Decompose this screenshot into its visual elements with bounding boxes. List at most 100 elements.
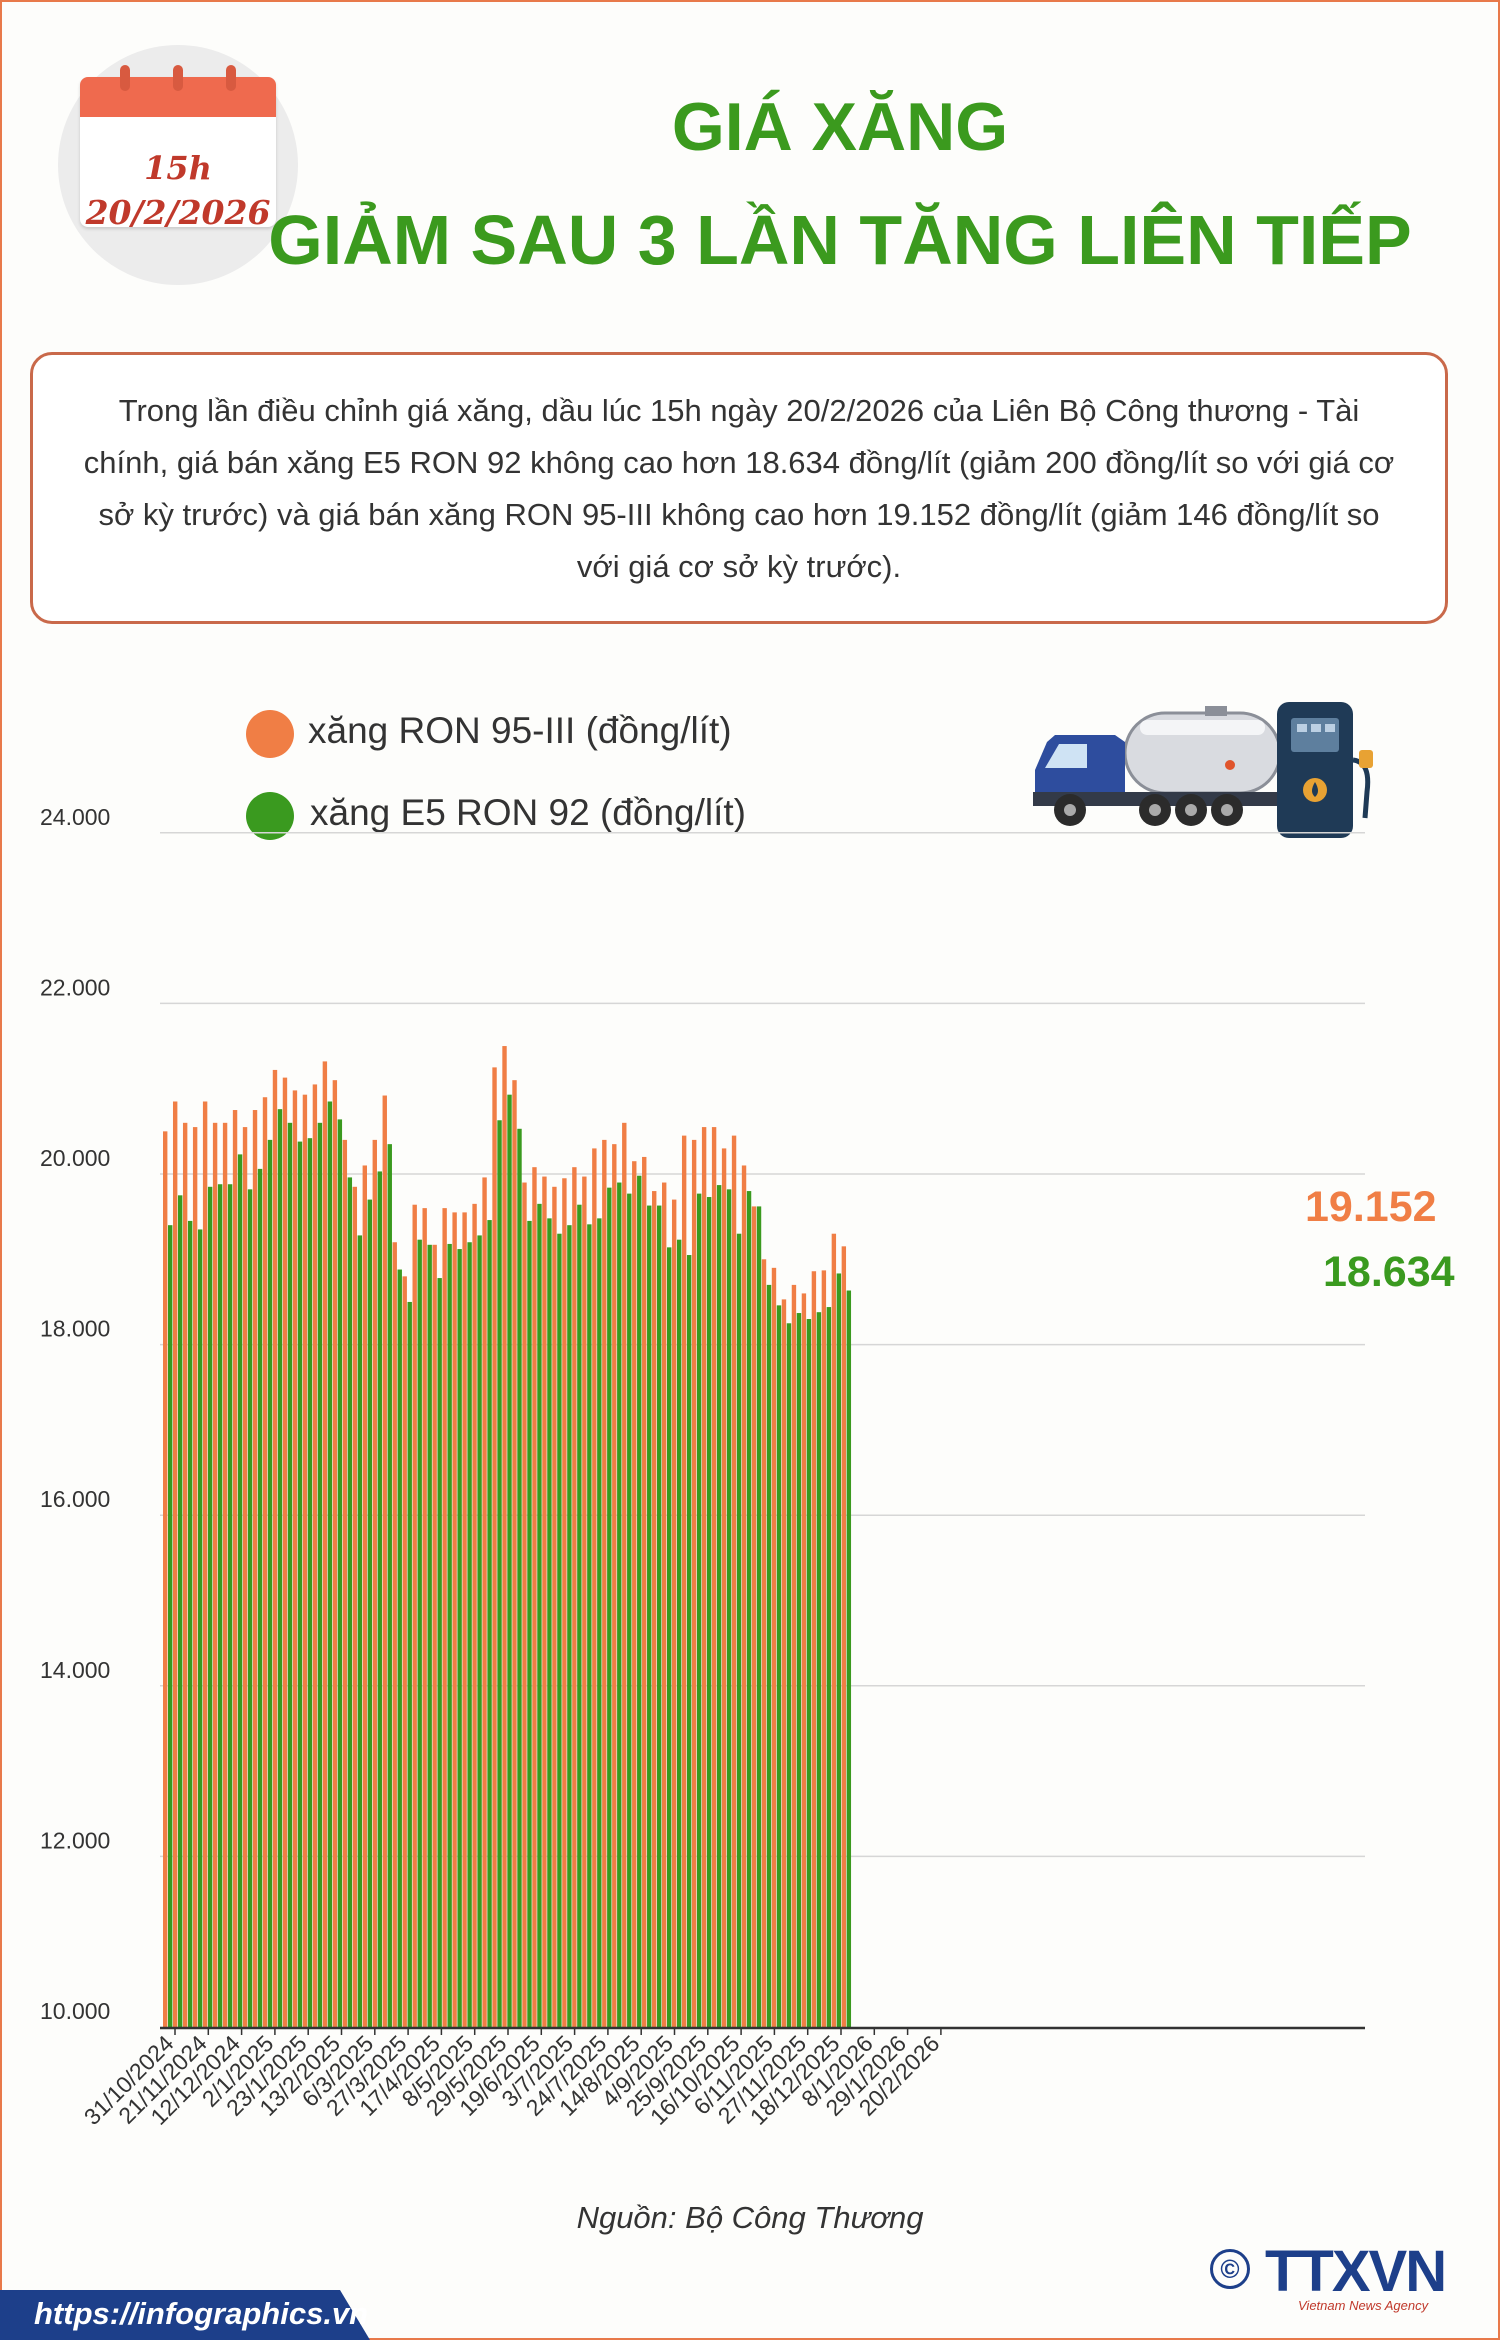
bar-ron95 <box>761 1259 767 2027</box>
bar-ron95 <box>222 1122 228 2027</box>
bar-e5 <box>696 1193 702 2027</box>
bar-e5 <box>177 1195 183 2027</box>
bar-e5 <box>247 1189 253 2027</box>
source-note: Nguồn: Bộ Công Thương <box>576 2200 924 2235</box>
bar-e5 <box>637 1175 642 2027</box>
y-tick-label: 14.000 <box>40 1657 110 1683</box>
bar-ron95 <box>282 1077 288 2027</box>
bar-e5 <box>297 1141 303 2027</box>
bar-ron95 <box>791 1284 797 2027</box>
bar-e5 <box>317 1122 323 2027</box>
bar-ron95 <box>262 1097 268 2027</box>
bar-ron95 <box>572 1167 577 2027</box>
bar-e5 <box>686 1255 692 2027</box>
bar-ron95 <box>741 1165 747 2027</box>
bar-e5 <box>477 1235 482 2027</box>
y-tick-label: 20.000 <box>40 1145 110 1171</box>
bar-ron95 <box>452 1212 457 2027</box>
bar-e5 <box>527 1220 532 2027</box>
bar-e5 <box>786 1323 792 2027</box>
bar-e5 <box>407 1301 412 2027</box>
legend-dot-e5 <box>246 792 294 840</box>
bar-ron95 <box>652 1191 657 2027</box>
bar-e5 <box>547 1218 552 2027</box>
bar-ron95 <box>771 1267 777 2027</box>
bar-ron95 <box>432 1244 437 2027</box>
bar-e5 <box>507 1094 512 2027</box>
bar-e5 <box>826 1307 832 2027</box>
bar-e5 <box>517 1128 522 2027</box>
bar-ron95 <box>492 1067 497 2027</box>
intro-text: Trong lần điều chỉnh giá xăng, dầu lúc 1… <box>83 393 1395 584</box>
bar-e5 <box>617 1182 622 2027</box>
bar-ron95 <box>831 1233 837 2027</box>
bar-ron95 <box>562 1178 567 2027</box>
bar-ron95 <box>602 1139 607 2027</box>
bar-ron95 <box>462 1212 467 2027</box>
bar-ron95 <box>552 1186 557 2027</box>
legend-dot-ron95 <box>246 710 294 758</box>
bar-e5 <box>836 1273 842 2027</box>
footer-url-link[interactable]: https://infographics.vn <box>34 2296 369 2331</box>
legend-label-ron95: xăng RON 95-III (đồng/lít) <box>308 710 732 751</box>
bar-e5 <box>227 1184 233 2027</box>
y-tick-label: 10.000 <box>40 1998 110 2024</box>
bar-ron95 <box>242 1127 248 2027</box>
bar-e5 <box>736 1233 742 2027</box>
bar-ron95 <box>522 1182 527 2027</box>
y-tick-label: 22.000 <box>40 974 110 1000</box>
bar-ron95 <box>422 1208 427 2027</box>
tanker-truck-icon <box>1033 706 1288 826</box>
bar-ron95 <box>212 1122 218 2027</box>
bar-ron95 <box>482 1177 487 2027</box>
bar-ron95 <box>442 1208 447 2027</box>
ttxvn-logo: TTXVN <box>1265 2239 1447 2304</box>
bar-ron95 <box>232 1110 238 2027</box>
bar-e5 <box>776 1305 782 2027</box>
bar-ron95 <box>662 1182 667 2027</box>
bar-e5 <box>307 1138 313 2027</box>
bar-e5 <box>277 1109 283 2027</box>
bar-e5 <box>647 1205 652 2027</box>
bar-e5 <box>457 1249 462 2027</box>
bar-ron95 <box>612 1144 617 2027</box>
bar-e5 <box>267 1139 273 2027</box>
bar-e5 <box>187 1220 193 2027</box>
calendar-ring <box>120 65 130 91</box>
bar-e5 <box>766 1284 772 2027</box>
bar-ron95 <box>622 1122 627 2027</box>
bar-e5 <box>397 1269 402 2027</box>
bar-e5 <box>557 1233 562 2027</box>
bar-e5 <box>337 1119 343 2027</box>
bar-e5 <box>447 1243 452 2027</box>
y-tick-label: 12.000 <box>40 1827 110 1853</box>
title-line-2: GIẢM SAU 3 LẦN TĂNG LIÊN TIẾP <box>268 201 1412 279</box>
bar-ron95 <box>691 1139 697 2027</box>
bar-ron95 <box>292 1090 298 2027</box>
bar-ron95 <box>272 1069 278 2027</box>
bar-e5 <box>816 1312 822 2027</box>
chart-bars <box>163 1046 852 2027</box>
bar-ron95 <box>671 1199 677 2027</box>
bar-e5 <box>667 1247 672 2027</box>
tanker-truck-and-pump-icon <box>1033 702 1373 838</box>
bar-ron95 <box>801 1293 807 2027</box>
calendar-ring <box>173 65 183 91</box>
bar-e5 <box>796 1313 802 2027</box>
bar-e5 <box>387 1144 392 2027</box>
bar-ron95 <box>542 1176 547 2027</box>
calendar-badge: 15h 20/2/2026 <box>58 45 298 285</box>
intro-box: Trong lần điều chỉnh giá xăng, dầu lúc 1… <box>30 352 1448 624</box>
fuel-pump-icon <box>1277 702 1373 838</box>
bar-ron95 <box>342 1139 348 2027</box>
bar-ron95 <box>811 1271 817 2027</box>
bar-e5 <box>237 1154 243 2027</box>
title-line-1: GIÁ XĂNG <box>671 89 1009 165</box>
bar-e5 <box>716 1185 722 2027</box>
bar-e5 <box>607 1187 612 2027</box>
bar-ron95 <box>821 1270 827 2027</box>
chart-x-axis: 31/10/202421/11/202412/12/20242/1/202523… <box>79 2026 1365 2130</box>
y-tick-label: 18.000 <box>40 1316 110 1342</box>
bar-ron95 <box>322 1061 328 2027</box>
